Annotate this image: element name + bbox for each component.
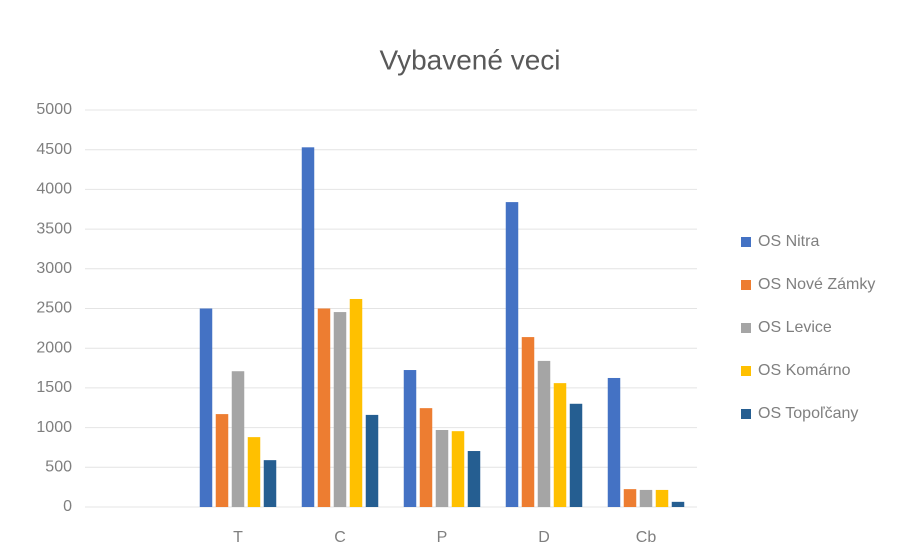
x-tick-label: Cb [636, 529, 657, 546]
bar [231, 371, 245, 507]
bar [655, 489, 669, 507]
bar [569, 403, 583, 507]
legend-swatch [741, 409, 751, 419]
bar [365, 414, 379, 507]
bar [349, 298, 363, 507]
bar [537, 360, 551, 507]
bar [403, 370, 417, 507]
legend-swatch [741, 366, 751, 376]
bar [639, 489, 653, 507]
x-tick-label: T [233, 529, 243, 546]
y-tick-label: 4000 [36, 181, 72, 198]
legend-label: OS Topoľčany [758, 405, 858, 422]
y-tick-label: 4500 [36, 141, 72, 158]
legend-label: OS Nové Zámky [758, 276, 875, 293]
bar [451, 431, 465, 507]
legend-label: OS Nitra [758, 233, 819, 250]
legend-swatch [741, 237, 751, 247]
y-tick-label: 0 [63, 498, 72, 515]
bar [215, 414, 229, 507]
bar [333, 312, 347, 507]
y-tick-label: 5000 [36, 101, 72, 118]
bar [607, 377, 621, 507]
y-tick-label: 2500 [36, 300, 72, 317]
bar [505, 202, 519, 507]
legend-swatch [741, 280, 751, 290]
y-tick-label: 2000 [36, 339, 72, 356]
x-tick-label: D [538, 529, 550, 546]
bar [553, 383, 567, 507]
legend-label: OS Komárno [758, 362, 851, 379]
y-tick-label: 500 [45, 459, 72, 476]
bar [247, 437, 261, 507]
bar [467, 451, 481, 507]
bar [263, 460, 277, 507]
x-tick-label: C [334, 529, 346, 546]
x-tick-label: P [437, 529, 448, 546]
legend-swatch [741, 323, 751, 333]
chart-title: Vybavené veci [379, 44, 560, 75]
y-tick-label: 1500 [36, 379, 72, 396]
bar [419, 408, 433, 507]
bar [521, 337, 535, 507]
bar [623, 489, 637, 507]
bar [671, 501, 685, 507]
y-tick-label: 1000 [36, 419, 72, 436]
bar [199, 308, 213, 507]
legend-label: OS Levice [758, 319, 832, 336]
bar [435, 429, 449, 507]
y-tick-label: 3000 [36, 260, 72, 277]
bar [317, 308, 331, 507]
y-tick-label: 3500 [36, 220, 72, 237]
bar [301, 147, 315, 507]
